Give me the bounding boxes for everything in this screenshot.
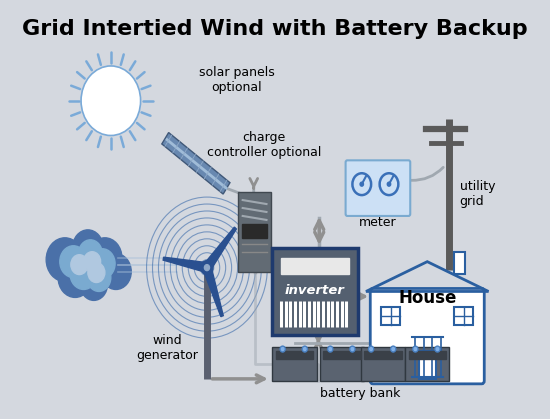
Circle shape <box>84 252 101 272</box>
Bar <box>281 258 349 274</box>
Circle shape <box>201 261 213 274</box>
Circle shape <box>387 182 390 186</box>
Polygon shape <box>203 266 223 317</box>
Bar <box>419 351 436 379</box>
Polygon shape <box>162 132 230 194</box>
Circle shape <box>88 263 105 282</box>
Bar <box>381 308 400 325</box>
Text: utility
grid: utility grid <box>460 180 495 208</box>
Circle shape <box>282 348 284 351</box>
Circle shape <box>87 264 111 292</box>
Circle shape <box>60 246 87 277</box>
FancyBboxPatch shape <box>370 288 484 384</box>
Circle shape <box>101 254 131 290</box>
Bar <box>272 347 317 381</box>
Circle shape <box>304 348 306 351</box>
Circle shape <box>390 346 396 352</box>
Circle shape <box>58 258 92 297</box>
Bar <box>242 224 267 238</box>
Circle shape <box>71 255 88 274</box>
Circle shape <box>368 346 373 352</box>
Circle shape <box>392 348 394 351</box>
Polygon shape <box>204 227 236 271</box>
Text: House: House <box>398 290 456 308</box>
Text: inverter: inverter <box>285 284 345 297</box>
Bar <box>361 347 405 381</box>
Text: meter: meter <box>359 216 397 229</box>
Circle shape <box>328 346 333 352</box>
Text: Grid Intertied Wind with Battery Backup: Grid Intertied Wind with Battery Backup <box>22 19 528 39</box>
Circle shape <box>73 230 103 266</box>
Bar <box>454 308 473 325</box>
Text: battery bank: battery bank <box>320 387 400 400</box>
Bar <box>238 192 271 272</box>
Text: solar panels
optional: solar panels optional <box>199 66 274 94</box>
Circle shape <box>414 348 417 351</box>
Bar <box>364 351 402 359</box>
Polygon shape <box>163 257 208 272</box>
Circle shape <box>88 238 122 277</box>
FancyBboxPatch shape <box>345 160 410 216</box>
Circle shape <box>80 269 107 300</box>
Circle shape <box>435 346 440 352</box>
Circle shape <box>70 258 97 290</box>
Bar <box>276 351 314 359</box>
Circle shape <box>302 346 307 352</box>
Bar <box>409 351 446 359</box>
Circle shape <box>90 249 115 279</box>
Bar <box>272 248 358 335</box>
FancyArrowPatch shape <box>411 167 443 180</box>
Circle shape <box>46 238 84 282</box>
Bar <box>454 252 465 274</box>
Circle shape <box>436 348 439 351</box>
Text: wind
generator: wind generator <box>136 334 198 362</box>
Circle shape <box>205 265 210 271</box>
Text: charge
controller optional: charge controller optional <box>207 131 321 158</box>
Circle shape <box>360 182 364 186</box>
Bar <box>320 347 364 381</box>
Circle shape <box>81 66 141 135</box>
Circle shape <box>79 240 102 268</box>
Polygon shape <box>165 137 228 190</box>
Circle shape <box>413 346 418 352</box>
Circle shape <box>350 346 355 352</box>
Bar <box>405 347 449 381</box>
Circle shape <box>351 348 354 351</box>
Circle shape <box>329 348 332 351</box>
Circle shape <box>370 348 372 351</box>
Circle shape <box>280 346 285 352</box>
Bar <box>323 351 361 359</box>
